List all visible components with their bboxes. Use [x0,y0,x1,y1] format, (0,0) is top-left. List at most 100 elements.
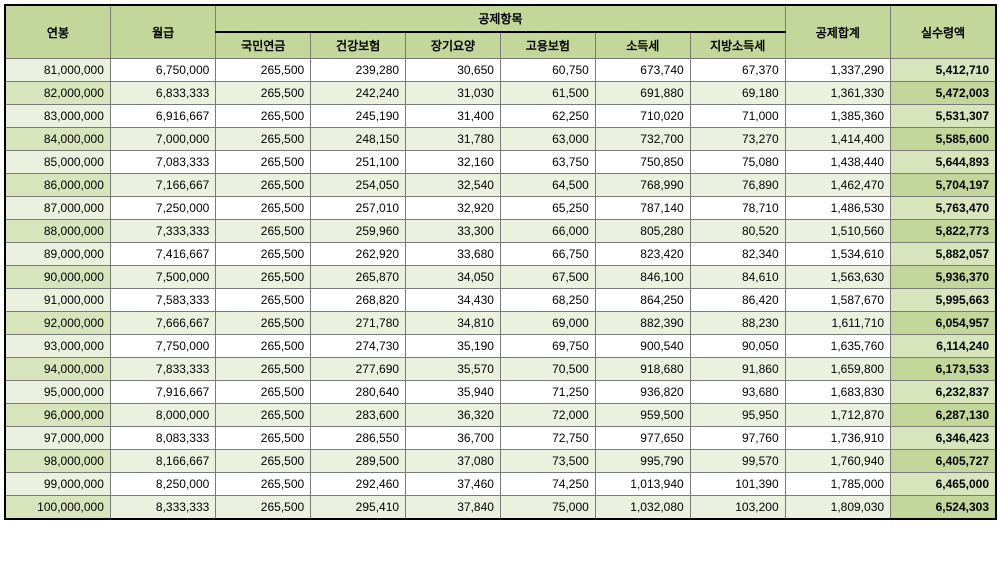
cell: 1,361,330 [785,82,890,105]
cell: 7,083,333 [110,151,215,174]
cell: 280,640 [311,381,406,404]
cell: 81,000,000 [5,59,110,82]
cell: 93,680 [690,381,785,404]
cell: 97,000,000 [5,427,110,450]
cell: 1,760,940 [785,450,890,473]
cell: 96,000,000 [5,404,110,427]
cell: 265,500 [216,358,311,381]
table-row: 84,000,0007,000,000265,500248,15031,7806… [5,128,996,151]
cell: 34,810 [406,312,501,335]
cell: 82,340 [690,243,785,266]
cell: 995,790 [595,450,690,473]
cell: 92,000,000 [5,312,110,335]
header-deduction-1: 건강보험 [311,32,406,59]
cell: 69,750 [500,335,595,358]
cell: 35,940 [406,381,501,404]
cell: 691,880 [595,82,690,105]
cell: 84,000,000 [5,128,110,151]
cell: 6,173,533 [891,358,996,381]
cell: 5,822,773 [891,220,996,243]
cell: 5,882,057 [891,243,996,266]
cell: 32,540 [406,174,501,197]
cell: 35,570 [406,358,501,381]
cell: 6,114,240 [891,335,996,358]
cell: 34,430 [406,289,501,312]
cell: 75,080 [690,151,785,174]
cell: 69,000 [500,312,595,335]
cell: 1,414,400 [785,128,890,151]
cell: 1,385,360 [785,105,890,128]
cell: 90,000,000 [5,266,110,289]
cell: 87,000,000 [5,197,110,220]
cell: 1,736,910 [785,427,890,450]
cell: 72,000 [500,404,595,427]
cell: 8,166,667 [110,450,215,473]
table-row: 88,000,0007,333,333265,500259,96033,3006… [5,220,996,243]
cell: 93,000,000 [5,335,110,358]
cell: 292,460 [311,473,406,496]
cell: 99,570 [690,450,785,473]
cell: 787,140 [595,197,690,220]
cell: 882,390 [595,312,690,335]
cell: 1,510,560 [785,220,890,243]
cell: 86,000,000 [5,174,110,197]
cell: 265,500 [216,174,311,197]
cell: 265,500 [216,82,311,105]
cell: 37,460 [406,473,501,496]
cell: 5,412,710 [891,59,996,82]
cell: 7,416,667 [110,243,215,266]
table-row: 82,000,0006,833,333265,500242,24031,0306… [5,82,996,105]
cell: 7,333,333 [110,220,215,243]
header-deduction-3: 고용보험 [500,32,595,59]
cell: 673,740 [595,59,690,82]
cell: 31,400 [406,105,501,128]
cell: 6,465,000 [891,473,996,496]
cell: 91,000,000 [5,289,110,312]
cell: 268,820 [311,289,406,312]
cell: 1,486,530 [785,197,890,220]
header-total: 공제합계 [785,5,890,59]
cell: 91,860 [690,358,785,381]
cell: 823,420 [595,243,690,266]
cell: 1,462,470 [785,174,890,197]
cell: 1,635,760 [785,335,890,358]
header-deduction-group: 공제항목 [216,5,785,32]
cell: 7,583,333 [110,289,215,312]
cell: 60,750 [500,59,595,82]
cell: 265,500 [216,151,311,174]
cell: 846,100 [595,266,690,289]
cell: 1,438,440 [785,151,890,174]
cell: 6,405,727 [891,450,996,473]
cell: 5,995,663 [891,289,996,312]
cell: 75,000 [500,496,595,520]
cell: 6,916,667 [110,105,215,128]
cell: 283,600 [311,404,406,427]
cell: 5,472,003 [891,82,996,105]
cell: 82,000,000 [5,82,110,105]
cell: 63,750 [500,151,595,174]
cell: 37,080 [406,450,501,473]
cell: 30,650 [406,59,501,82]
cell: 32,160 [406,151,501,174]
cell: 64,500 [500,174,595,197]
cell: 257,010 [311,197,406,220]
cell: 265,500 [216,381,311,404]
cell: 31,780 [406,128,501,151]
cell: 8,333,333 [110,496,215,520]
cell: 768,990 [595,174,690,197]
cell: 73,270 [690,128,785,151]
cell: 83,000,000 [5,105,110,128]
table-row: 99,000,0008,250,000265,500292,46037,4607… [5,473,996,496]
cell: 71,000 [690,105,785,128]
cell: 98,000,000 [5,450,110,473]
cell: 95,950 [690,404,785,427]
cell: 265,500 [216,289,311,312]
cell: 7,000,000 [110,128,215,151]
cell: 37,840 [406,496,501,520]
cell: 7,500,000 [110,266,215,289]
cell: 34,050 [406,266,501,289]
cell: 103,200 [690,496,785,520]
table-header: 연봉 월급 공제항목 공제합계 실수령액 국민연금건강보험장기요양고용보험소득세… [5,5,996,59]
cell: 245,190 [311,105,406,128]
cell: 67,500 [500,266,595,289]
